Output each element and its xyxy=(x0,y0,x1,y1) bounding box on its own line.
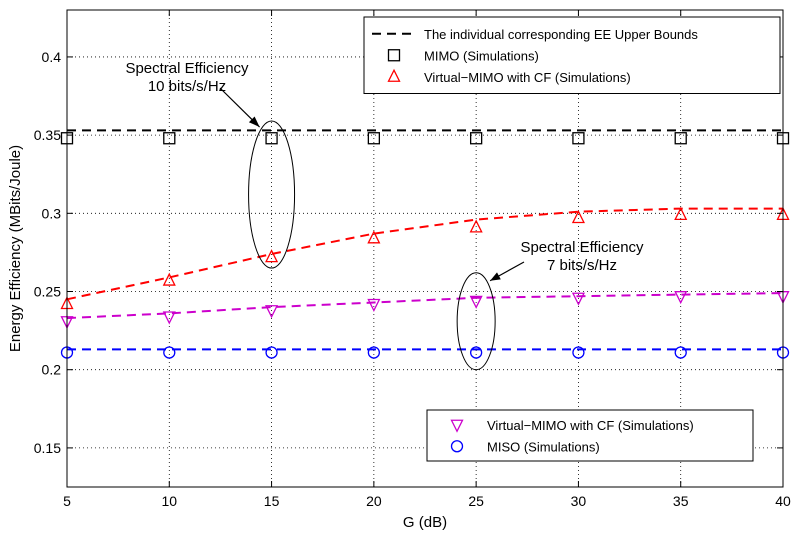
annotation-ellipse xyxy=(248,120,296,269)
data-point-circle xyxy=(367,346,381,359)
data-point-triangle-down xyxy=(469,295,483,309)
annotation-arrowhead xyxy=(248,116,260,127)
axis-ticks: 5 10 15 20 25 30 35 40 0.15 0.2 0.25 0.3 0.35 0.4 xyxy=(34,10,791,509)
plot-frame xyxy=(66,9,784,488)
legend-top: The individual corresponding EE Upper Bo… xyxy=(363,16,781,94)
y-tick-label: 0.15 xyxy=(34,440,61,456)
data-point-square xyxy=(367,132,381,145)
data-point-triangle-up xyxy=(162,272,176,286)
annotation-line: Spectral Efficiency xyxy=(125,60,249,77)
y-axis-label: Energy Efficiency (MBits/Joule) xyxy=(7,145,24,352)
data-point-square xyxy=(674,132,687,145)
annotation-line: 10 bits/s/Hz xyxy=(148,78,226,95)
legend-label: The individual corresponding EE Upper Bo… xyxy=(424,27,698,42)
x-tick-label: 25 xyxy=(468,493,484,509)
data-point-triangle-up xyxy=(265,249,279,263)
legend-swatch xyxy=(387,68,401,82)
data-point-triangle-down xyxy=(674,291,688,305)
data-point-circle xyxy=(674,346,687,359)
series-markers xyxy=(60,132,790,359)
x-tick-label: 5 xyxy=(63,493,71,509)
data-point-square xyxy=(265,132,278,145)
y-tick-label: 0.3 xyxy=(42,205,62,221)
data-point-triangle-up xyxy=(571,210,585,224)
data-point-triangle-up xyxy=(469,219,483,233)
y-tick-label: 0.4 xyxy=(42,49,62,65)
x-tick-label: 20 xyxy=(366,493,382,509)
annotation-ellipse xyxy=(456,272,496,371)
legend-label: MISO (Simulations) xyxy=(487,439,600,454)
annotation-arrowhead xyxy=(490,272,501,281)
data-point-triangle-down xyxy=(571,292,585,306)
data-point-square xyxy=(469,132,483,145)
legend-bottom: Virtual−MIMO with CF (Simulations) MISO (… xyxy=(426,409,754,462)
x-axis-label: G (dB) xyxy=(403,514,447,531)
data-point-triangle-down xyxy=(367,298,381,312)
data-point-circle xyxy=(163,346,176,359)
y-tick-label: 0.2 xyxy=(42,362,62,378)
x-tick-label: 10 xyxy=(161,493,177,509)
series-lines xyxy=(66,129,784,351)
legend-label: MIMO (Simulations) xyxy=(424,48,539,63)
x-tick-label: 15 xyxy=(264,493,280,509)
annotations: Spectral Efficiency 10 bits/s/HzSpectral … xyxy=(125,60,644,371)
x-tick-label: 40 xyxy=(775,493,791,509)
legend-swatch xyxy=(387,49,401,62)
legend-label: Virtual−MIMO with CF (Simulations) xyxy=(424,70,631,85)
y-tick-label: 0.35 xyxy=(34,127,61,143)
legend-box xyxy=(426,409,754,462)
legend-swatch xyxy=(450,419,464,433)
legend-swatch xyxy=(450,440,464,453)
annotation-text: Spectral Efficiency 10 bits/s/Hz xyxy=(125,60,249,95)
data-point-triangle-up xyxy=(674,206,688,221)
series-line-1 xyxy=(66,207,783,301)
data-point-triangle-down xyxy=(162,311,176,325)
data-point-circle xyxy=(572,346,585,359)
annotation-text: Spectral Efficiency 7 bits/s/Hz xyxy=(520,239,644,274)
data-point-square xyxy=(163,132,176,145)
data-point-square xyxy=(572,132,585,145)
data-point-triangle-up xyxy=(367,230,381,244)
legend-label: Virtual−MIMO with CF (Simulations) xyxy=(487,418,694,433)
data-point-circle xyxy=(469,346,483,359)
x-tick-label: 35 xyxy=(673,493,689,509)
annotation-line: Spectral Efficiency xyxy=(520,239,644,256)
x-tick-label: 30 xyxy=(571,493,587,509)
data-point-triangle-down xyxy=(265,305,279,319)
annotation-line: 7 bits/s/Hz xyxy=(547,257,617,274)
y-tick-label: 0.25 xyxy=(34,284,61,300)
legend-box xyxy=(363,16,781,94)
data-point-circle xyxy=(265,346,278,359)
